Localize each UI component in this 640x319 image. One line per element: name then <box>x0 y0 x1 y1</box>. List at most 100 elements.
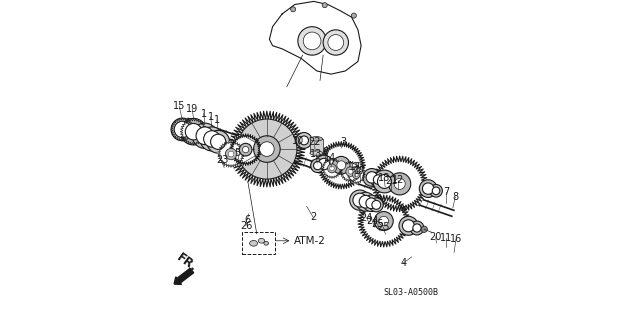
Circle shape <box>253 136 280 162</box>
Circle shape <box>330 166 334 171</box>
Circle shape <box>371 172 386 187</box>
Text: 8: 8 <box>452 192 458 202</box>
Ellipse shape <box>310 137 323 141</box>
Circle shape <box>228 152 234 157</box>
Circle shape <box>211 134 226 149</box>
Circle shape <box>239 143 252 156</box>
Text: 19: 19 <box>186 104 198 114</box>
Text: 18: 18 <box>378 173 390 183</box>
Circle shape <box>218 141 244 167</box>
Circle shape <box>358 195 410 247</box>
Circle shape <box>379 216 388 226</box>
Circle shape <box>429 184 442 197</box>
Circle shape <box>260 142 274 156</box>
Circle shape <box>422 183 434 194</box>
Text: 5: 5 <box>235 148 241 158</box>
Circle shape <box>200 127 224 151</box>
Text: 25: 25 <box>377 222 390 232</box>
Circle shape <box>328 34 344 50</box>
Circle shape <box>410 221 424 235</box>
Circle shape <box>174 121 191 138</box>
Text: 25: 25 <box>371 219 384 229</box>
Ellipse shape <box>310 151 323 155</box>
Circle shape <box>322 158 342 179</box>
Circle shape <box>204 131 220 147</box>
Text: 1: 1 <box>214 115 220 125</box>
Circle shape <box>328 164 337 173</box>
Text: 1: 1 <box>200 109 207 119</box>
Circle shape <box>300 136 308 145</box>
Text: 21: 21 <box>385 176 397 186</box>
Text: 24: 24 <box>360 213 373 223</box>
Circle shape <box>373 170 396 193</box>
Circle shape <box>171 118 194 141</box>
Text: 1: 1 <box>207 112 214 122</box>
Circle shape <box>310 159 324 173</box>
Text: 6: 6 <box>244 215 250 225</box>
Circle shape <box>349 190 370 210</box>
Circle shape <box>318 158 330 170</box>
Circle shape <box>372 156 428 212</box>
Text: 3: 3 <box>340 137 346 147</box>
Circle shape <box>366 172 378 183</box>
Text: 17: 17 <box>349 162 361 172</box>
Text: 23: 23 <box>216 155 228 165</box>
Circle shape <box>394 178 405 189</box>
Circle shape <box>355 173 358 177</box>
Circle shape <box>237 119 297 179</box>
Text: FR.: FR. <box>175 250 200 274</box>
Text: 4: 4 <box>400 258 406 268</box>
Text: 24: 24 <box>366 216 378 226</box>
Circle shape <box>421 226 428 233</box>
Circle shape <box>388 173 411 195</box>
Ellipse shape <box>259 238 265 243</box>
Circle shape <box>303 32 321 50</box>
Circle shape <box>322 3 327 8</box>
Circle shape <box>356 192 375 211</box>
Circle shape <box>207 130 230 153</box>
Circle shape <box>192 123 218 148</box>
Circle shape <box>229 111 305 187</box>
Circle shape <box>363 195 380 211</box>
Text: 10: 10 <box>292 136 305 146</box>
Text: 20: 20 <box>429 232 442 242</box>
Circle shape <box>228 151 234 157</box>
Circle shape <box>413 224 421 232</box>
Circle shape <box>419 180 437 197</box>
Circle shape <box>332 156 350 174</box>
Text: 11: 11 <box>440 233 452 243</box>
Text: 7: 7 <box>444 187 450 197</box>
Text: 22: 22 <box>308 137 321 147</box>
Text: 26: 26 <box>240 221 252 231</box>
Circle shape <box>363 168 381 186</box>
Text: 16: 16 <box>450 234 462 244</box>
Circle shape <box>366 198 376 209</box>
Circle shape <box>346 167 355 176</box>
Circle shape <box>337 161 346 170</box>
Circle shape <box>180 118 207 145</box>
Circle shape <box>353 171 360 179</box>
Circle shape <box>230 134 261 166</box>
Text: ATM-2: ATM-2 <box>294 236 326 246</box>
Ellipse shape <box>264 241 269 245</box>
Bar <box>310 139 323 153</box>
Circle shape <box>348 169 353 174</box>
Circle shape <box>315 155 333 173</box>
Circle shape <box>348 166 365 184</box>
Circle shape <box>243 146 249 153</box>
Circle shape <box>374 211 393 231</box>
Text: 2: 2 <box>310 212 316 222</box>
Circle shape <box>298 27 326 55</box>
Circle shape <box>291 7 296 12</box>
Text: 14: 14 <box>324 152 336 163</box>
Circle shape <box>340 161 361 182</box>
Circle shape <box>369 198 383 212</box>
Text: 15: 15 <box>173 101 186 111</box>
Circle shape <box>378 174 392 189</box>
Circle shape <box>372 200 381 209</box>
Circle shape <box>432 187 440 195</box>
Circle shape <box>323 30 348 55</box>
Circle shape <box>351 13 356 18</box>
Circle shape <box>399 216 418 235</box>
Circle shape <box>353 193 367 207</box>
